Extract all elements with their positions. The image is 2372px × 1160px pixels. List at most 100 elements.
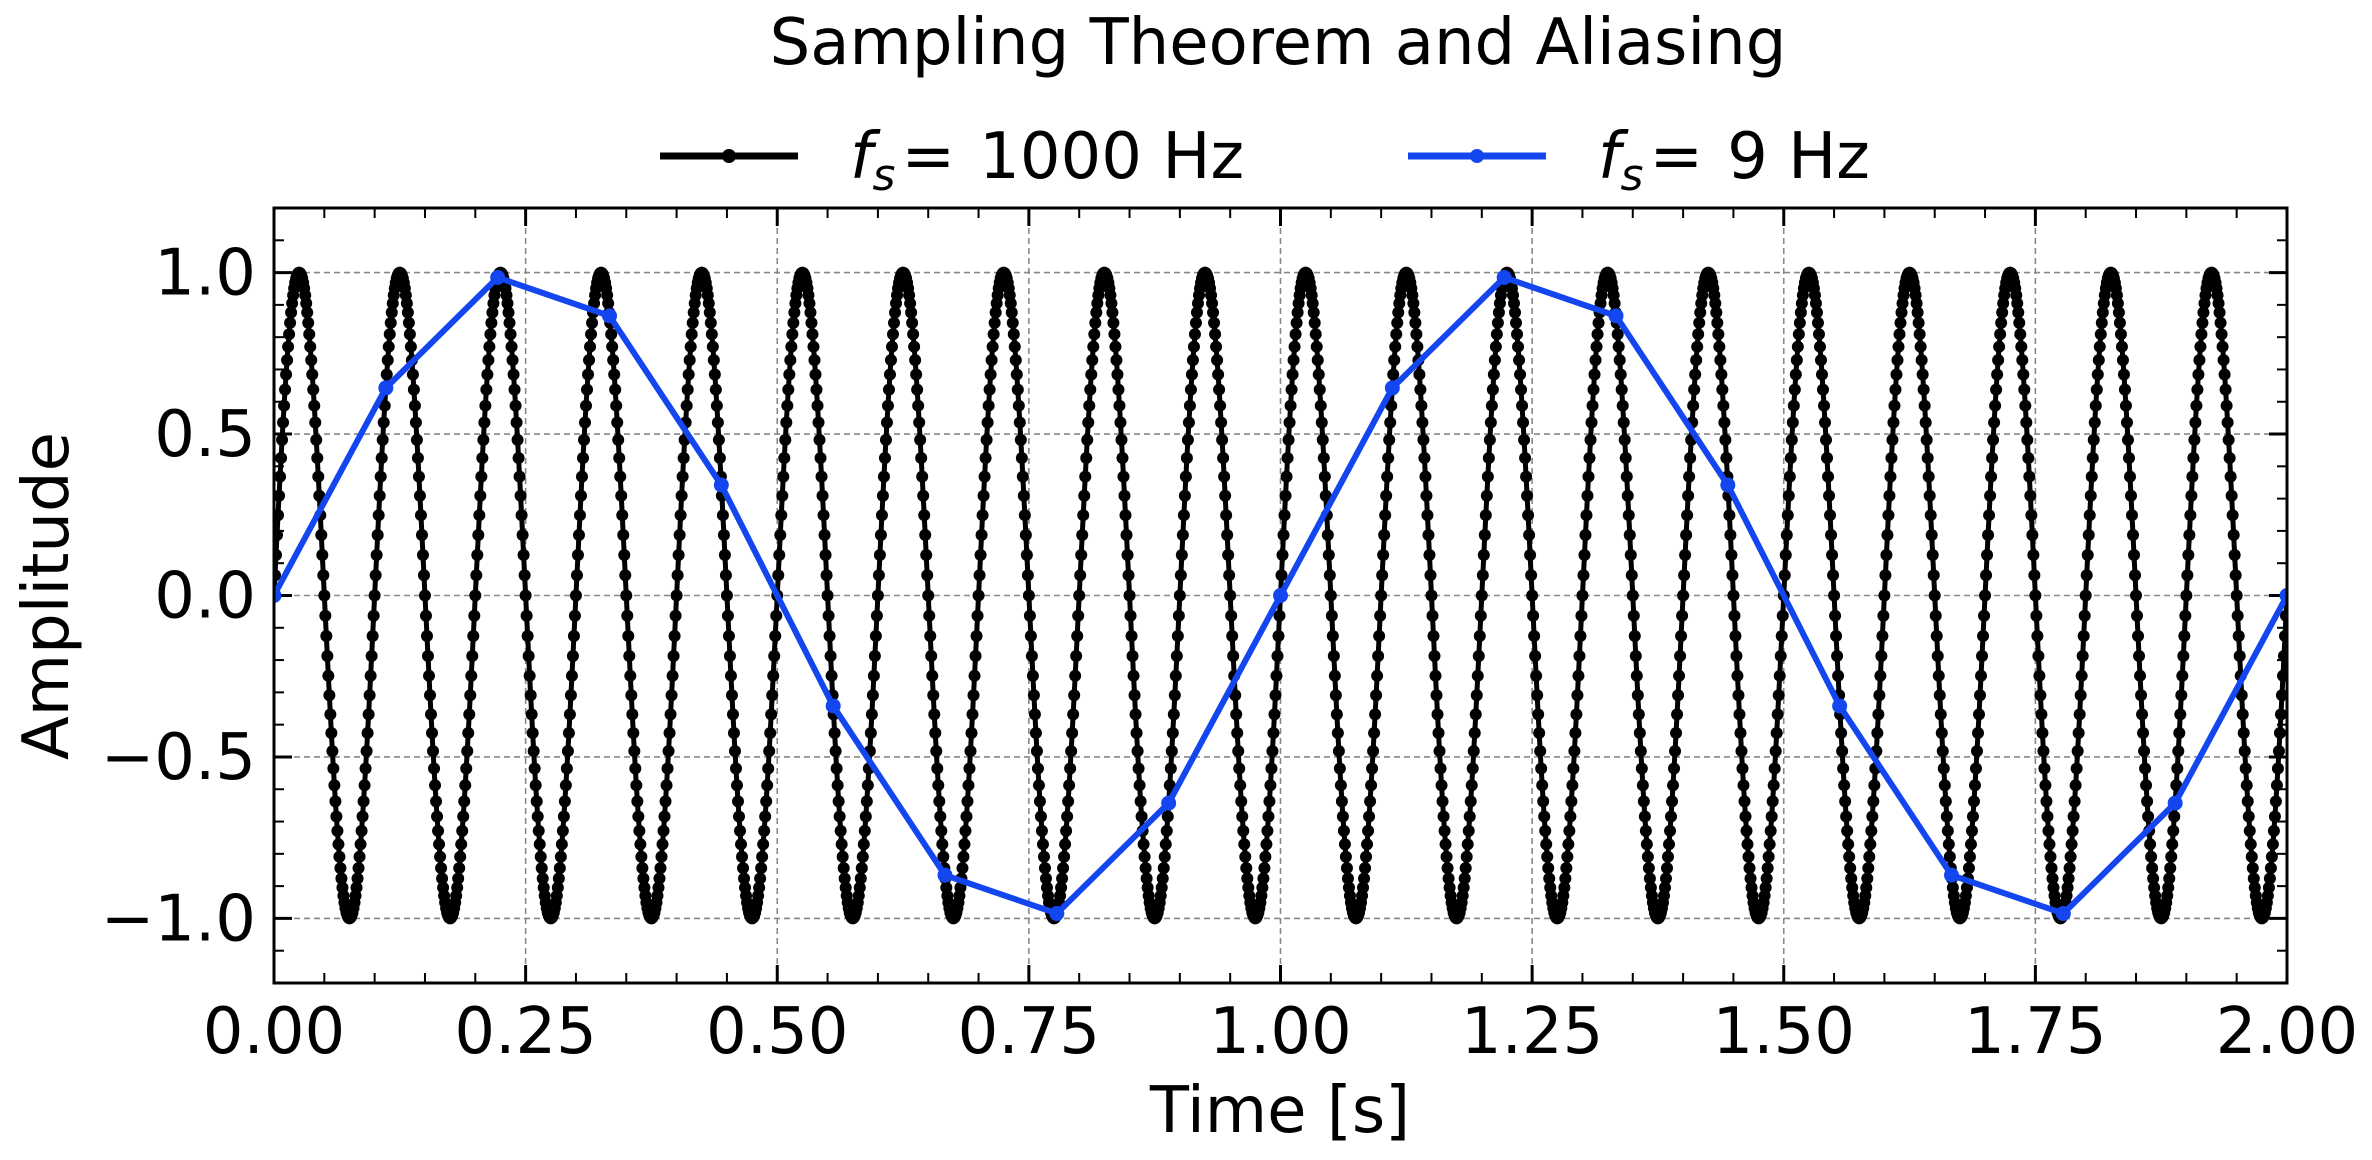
data-point-0 bbox=[1934, 708, 1947, 721]
data-point-0 bbox=[1771, 708, 1784, 721]
data-point-0 bbox=[1374, 609, 1387, 622]
data-point-0 bbox=[1421, 509, 1434, 522]
data-point-0 bbox=[1422, 528, 1435, 541]
legend-label-blue: fs= 9 Hz bbox=[1598, 120, 1870, 201]
data-point-0 bbox=[2040, 795, 2053, 808]
data-point-0 bbox=[665, 689, 678, 702]
data-point-0 bbox=[2075, 669, 2088, 682]
data-point-0 bbox=[785, 340, 798, 353]
data-point-0 bbox=[476, 452, 489, 465]
data-point-0 bbox=[2128, 549, 2141, 562]
data-point-0 bbox=[278, 399, 291, 412]
data-point-0 bbox=[1931, 650, 1944, 663]
data-point-0 bbox=[374, 470, 387, 483]
data-point-0 bbox=[808, 354, 821, 367]
data-point-0 bbox=[575, 470, 588, 483]
data-point-0 bbox=[710, 399, 723, 412]
data-point-0 bbox=[2030, 609, 2043, 622]
data-point-0 bbox=[1371, 669, 1384, 682]
data-point-0 bbox=[1614, 368, 1627, 381]
data-point-0 bbox=[1321, 528, 1334, 541]
data-point-0 bbox=[1211, 354, 1224, 367]
data-point-0 bbox=[1840, 810, 1853, 823]
data-point-0 bbox=[1966, 810, 1979, 823]
data-point-1 bbox=[1832, 698, 1848, 714]
data-point-0 bbox=[1487, 368, 1500, 381]
data-point-0 bbox=[2224, 470, 2237, 483]
data-point-0 bbox=[683, 354, 696, 367]
data-point-0 bbox=[1123, 589, 1136, 602]
data-point-0 bbox=[1968, 779, 1981, 792]
data-point-0 bbox=[1182, 416, 1195, 429]
data-point-0 bbox=[1488, 354, 1501, 367]
data-point-0 bbox=[1071, 629, 1084, 642]
data-point-0 bbox=[432, 824, 445, 837]
data-point-0 bbox=[467, 629, 480, 642]
data-point-0 bbox=[2191, 383, 2204, 396]
data-point-0 bbox=[1216, 433, 1229, 446]
data-point-0 bbox=[1131, 745, 1144, 758]
tick-labels: 0.00 0.25 0.50 0.75 1.00 1.25 1.50 1.75 2.00 −1.0… bbox=[101, 237, 2359, 1069]
data-point-0 bbox=[1630, 669, 1643, 682]
data-point-0 bbox=[1012, 399, 1025, 412]
data-point-0 bbox=[822, 609, 835, 622]
data-point-0 bbox=[557, 810, 570, 823]
data-point-0 bbox=[617, 528, 630, 541]
data-point-0 bbox=[572, 528, 585, 541]
data-point-0 bbox=[1080, 452, 1093, 465]
data-point-0 bbox=[511, 433, 524, 446]
data-point-0 bbox=[2115, 340, 2128, 353]
data-point-0 bbox=[1382, 452, 1395, 465]
data-point-0 bbox=[1115, 433, 1128, 446]
data-point-0 bbox=[351, 872, 364, 885]
data-point-0 bbox=[1439, 838, 1452, 851]
data-point-0 bbox=[402, 316, 415, 329]
data-point-0 bbox=[326, 745, 339, 758]
data-point-0 bbox=[2212, 297, 2225, 310]
data-point-0 bbox=[1434, 762, 1447, 775]
data-point-0 bbox=[1208, 316, 1221, 329]
data-point-0 bbox=[509, 399, 522, 412]
data-point-0 bbox=[610, 399, 623, 412]
data-point-0 bbox=[967, 689, 980, 702]
data-point-0 bbox=[830, 762, 843, 775]
data-point-0 bbox=[313, 489, 326, 502]
data-point-0 bbox=[1580, 509, 1593, 522]
data-point-0 bbox=[816, 489, 829, 502]
data-point-0 bbox=[965, 726, 978, 739]
data-point-0 bbox=[987, 328, 1000, 341]
data-point-0 bbox=[706, 340, 719, 353]
data-point-0 bbox=[418, 589, 431, 602]
data-point-0 bbox=[1206, 297, 1219, 310]
data-point-0 bbox=[462, 726, 475, 739]
data-point-0 bbox=[2182, 549, 2195, 562]
data-point-0 bbox=[711, 416, 724, 429]
data-point-0 bbox=[1888, 399, 1901, 412]
data-point-0 bbox=[1633, 726, 1646, 739]
data-point-0 bbox=[611, 416, 624, 429]
data-point-0 bbox=[2197, 306, 2210, 319]
data-point-0 bbox=[777, 470, 790, 483]
data-point-0 bbox=[1874, 669, 1887, 682]
data-point-0 bbox=[1518, 433, 1531, 446]
data-point-0 bbox=[1674, 650, 1687, 663]
data-point-0 bbox=[1866, 810, 1879, 823]
data-point-0 bbox=[1560, 862, 1573, 875]
data-point-0 bbox=[2062, 872, 2075, 885]
data-point-0 bbox=[1868, 779, 1881, 792]
data-point-0 bbox=[332, 838, 345, 851]
data-point-0 bbox=[1179, 470, 1192, 483]
data-point-0 bbox=[1778, 569, 1791, 582]
data-point-0 bbox=[1224, 589, 1237, 602]
data-point-0 bbox=[482, 354, 495, 367]
data-point-0 bbox=[562, 726, 575, 739]
data-point-0 bbox=[2118, 383, 2131, 396]
data-point-0 bbox=[1734, 726, 1747, 739]
data-point-0 bbox=[670, 589, 683, 602]
data-point-0 bbox=[1687, 399, 1700, 412]
data-point-1 bbox=[490, 269, 506, 285]
data-point-0 bbox=[957, 850, 970, 863]
data-point-0 bbox=[2133, 650, 2146, 663]
data-point-0 bbox=[1407, 297, 1420, 310]
data-point-0 bbox=[414, 509, 427, 522]
